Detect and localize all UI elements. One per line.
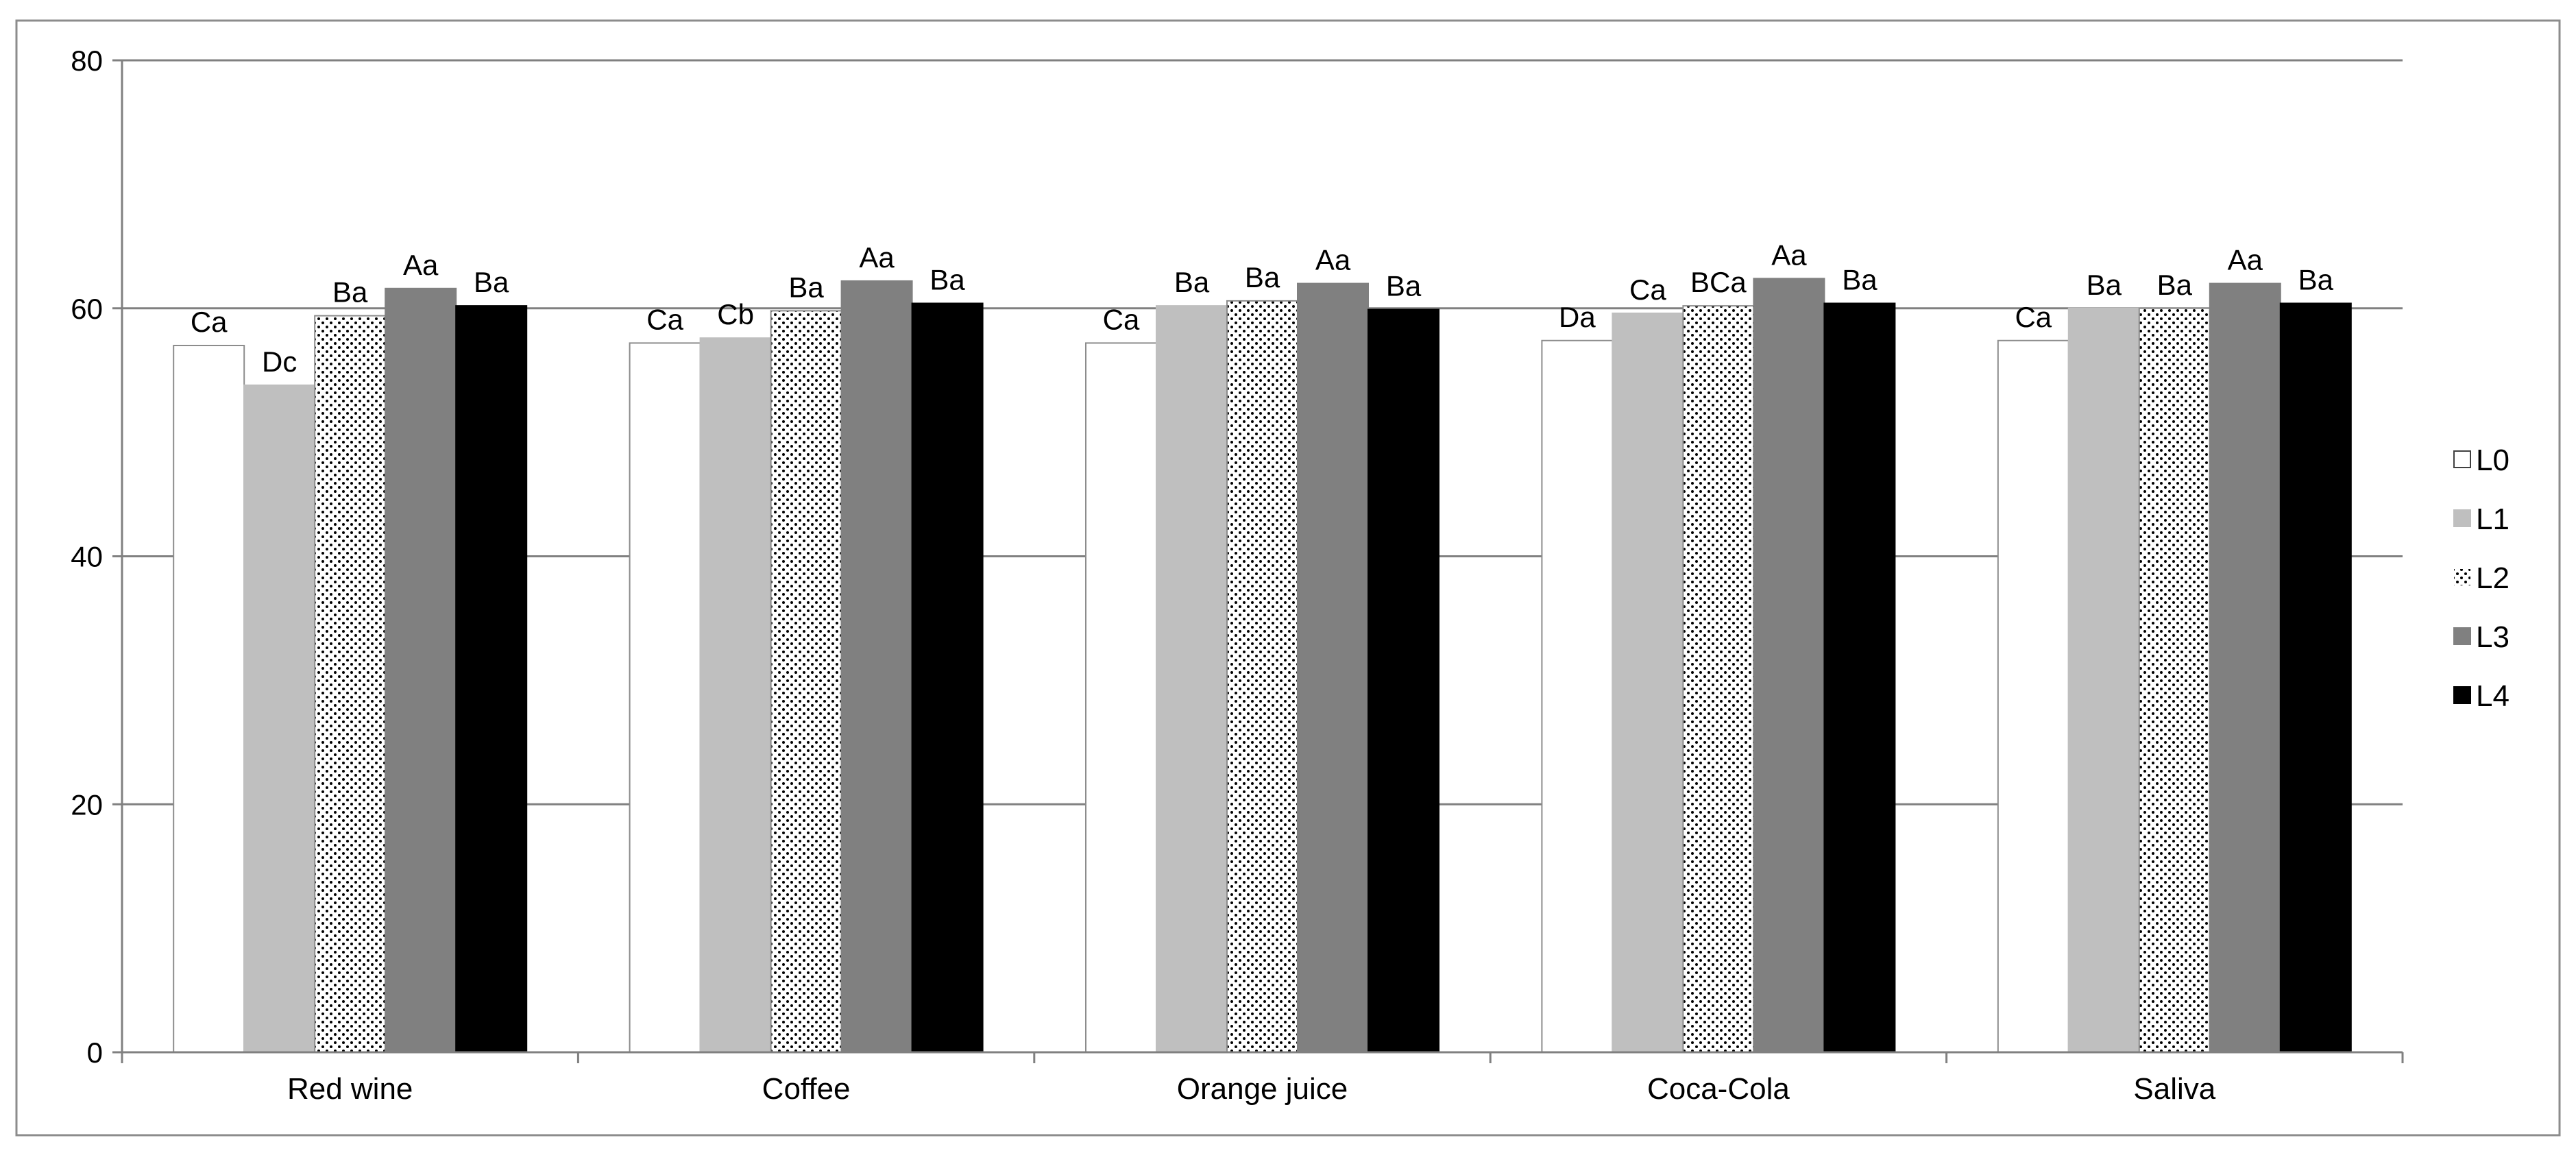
data-label-l0-3: Da: [1559, 301, 1596, 333]
bar-l4-2: [1368, 308, 1439, 1054]
data-label-l4-1: Ba: [929, 264, 965, 296]
bar-l2-4: [2138, 307, 2211, 1053]
legend: L0 L1 L2 L3 L4: [2453, 444, 2510, 713]
y-tick-label-0: 0: [87, 1036, 103, 1069]
data-label-l0-1: Ca: [646, 303, 683, 335]
legend-label-l3: L3: [2476, 620, 2510, 654]
legend-label-l2: L2: [2476, 561, 2510, 595]
data-label-l1-4: Ba: [2087, 269, 2122, 301]
data-label-l3-0: Aa: [403, 249, 439, 281]
bar-l0-1: [629, 342, 701, 1053]
bar-l4-4: [2279, 302, 2352, 1053]
data-labels: Ca Dc Ba Aa Ba Ca Cb Ba Aa Ba Ca Ba Ba Aa Ba Da Ca BCa Aa B…: [191, 239, 2334, 378]
bar-l0-4: [1997, 339, 2069, 1054]
legend-swatch-l0: [2453, 450, 2471, 468]
bar-l3-1: [840, 280, 913, 1053]
data-label-l4-4: Ba: [2298, 264, 2334, 296]
data-label-l0-4: Ca: [2015, 301, 2052, 333]
x-category-label: Red wine: [287, 1072, 413, 1106]
bar-l3-0: [385, 287, 457, 1053]
data-label-l0-2: Ca: [1103, 303, 1140, 335]
bar-l1-0: [243, 384, 316, 1053]
data-label-l4-3: Ba: [1842, 264, 1878, 296]
y-tick-label-60: 60: [71, 293, 103, 325]
bar-l0-2: [1085, 342, 1157, 1053]
bar-l0-3: [1541, 339, 1614, 1054]
x-category-label: Saliva: [2133, 1072, 2215, 1106]
bar-l2-2: [1226, 300, 1298, 1054]
bar-l3-3: [1753, 278, 1825, 1054]
data-label-l2-4: Ba: [2157, 269, 2193, 301]
legend-label-l4: L4: [2476, 679, 2510, 713]
bar-l3-2: [1297, 282, 1369, 1054]
bar-l2-1: [770, 310, 842, 1053]
bar-l2-0: [314, 315, 387, 1053]
legend-swatch-l1: [2453, 509, 2471, 527]
x-category-label: Coffee: [762, 1072, 851, 1106]
y-tick-label-80: 80: [71, 45, 103, 77]
data-label-l2-3: BCa: [1690, 266, 1747, 298]
bar-l1-4: [2067, 307, 2140, 1053]
bar-l4-0: [455, 305, 528, 1054]
legend-label-l1: L1: [2476, 502, 2510, 536]
bar-l1-1: [699, 337, 772, 1053]
bar-l1-3: [1612, 312, 1684, 1053]
data-label-l3-1: Aa: [859, 241, 895, 274]
data-label-l3-4: Aa: [2228, 244, 2263, 276]
bar-l2-3: [1682, 305, 1755, 1054]
legend-swatch-l4: [2453, 686, 2471, 704]
data-label-l2-0: Ba: [332, 276, 368, 308]
bar-l1-2: [1156, 305, 1228, 1054]
data-label-l3-2: Aa: [1315, 244, 1351, 276]
legend-label-l0: L0: [2476, 444, 2510, 477]
legend-swatch-l3: [2453, 627, 2471, 645]
data-label-l2-2: Ba: [1245, 261, 1280, 293]
bar-l3-4: [2209, 282, 2281, 1054]
bar-l4-3: [1823, 302, 1896, 1053]
axes: 0 20 40 60 80 Red wine Coffee Orange juice Coca-…: [71, 45, 2404, 1106]
bar-l4-1: [911, 302, 984, 1053]
x-category-label: Orange juice: [1177, 1072, 1348, 1106]
y-tick-label-20: 20: [71, 788, 103, 821]
bar-l0-0: [173, 345, 245, 1054]
bars: [173, 278, 2352, 1054]
data-label-l2-1: Ba: [788, 271, 824, 303]
data-label-l1-3: Ca: [1629, 274, 1666, 306]
data-label-l4-2: Ba: [1386, 270, 1422, 302]
data-label-l1-2: Ba: [1174, 266, 1210, 298]
data-label-l1-0: Dc: [262, 345, 297, 378]
legend-swatch-l2: [2454, 569, 2470, 585]
data-label-l1-1: Cb: [717, 298, 754, 330]
y-tick-label-40: 40: [71, 541, 103, 573]
data-label-l4-0: Ba: [474, 266, 509, 298]
data-label-l0-0: Ca: [191, 306, 228, 338]
x-category-label: Coca-Cola: [1647, 1072, 1790, 1106]
data-label-l3-3: Aa: [1771, 239, 1807, 271]
